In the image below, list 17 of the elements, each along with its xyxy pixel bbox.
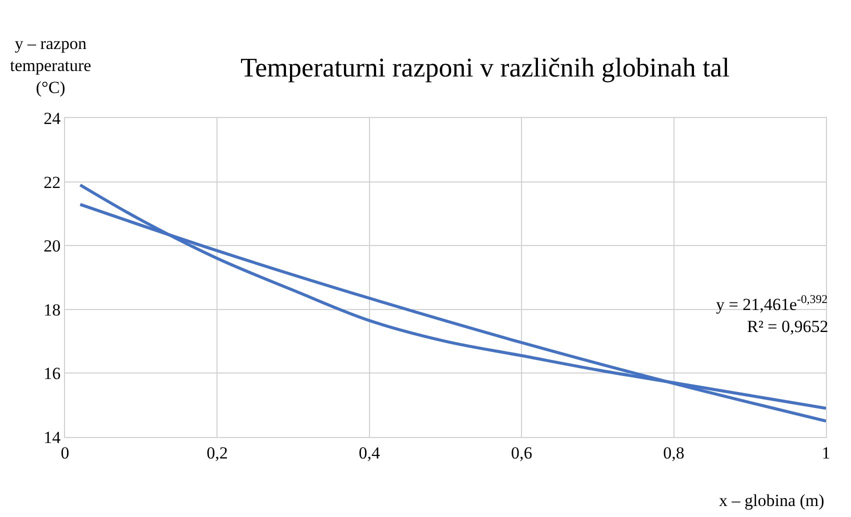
y-tick-label: 14: [44, 428, 62, 447]
annotation: R² = 0,9652: [747, 317, 828, 336]
y-tick-label: 20: [44, 236, 61, 256]
x-tick-label: 0,8: [663, 443, 684, 462]
x-tick-label: 0,4: [358, 443, 381, 462]
x-tick-label: 0,2: [206, 443, 228, 462]
y-axis-title: y – razpon temperature (°C): [10, 34, 92, 98]
x-tick-label: 1: [822, 443, 830, 462]
y-tick-label: 22: [44, 172, 61, 192]
annotation: y = 21,461e$^{-0,392}$: [716, 292, 828, 314]
x-axis-title: x – globina (m): [719, 491, 824, 510]
y-tick-label: 24: [44, 108, 62, 128]
y-tick-label: 18: [44, 300, 61, 320]
y-tick-label: 16: [44, 364, 61, 384]
x-tick-label: 0,6: [510, 443, 532, 462]
chart-title: Temperaturni razponi v različnih globinah tal: [240, 52, 730, 83]
x-tick-label: 0: [60, 443, 70, 462]
